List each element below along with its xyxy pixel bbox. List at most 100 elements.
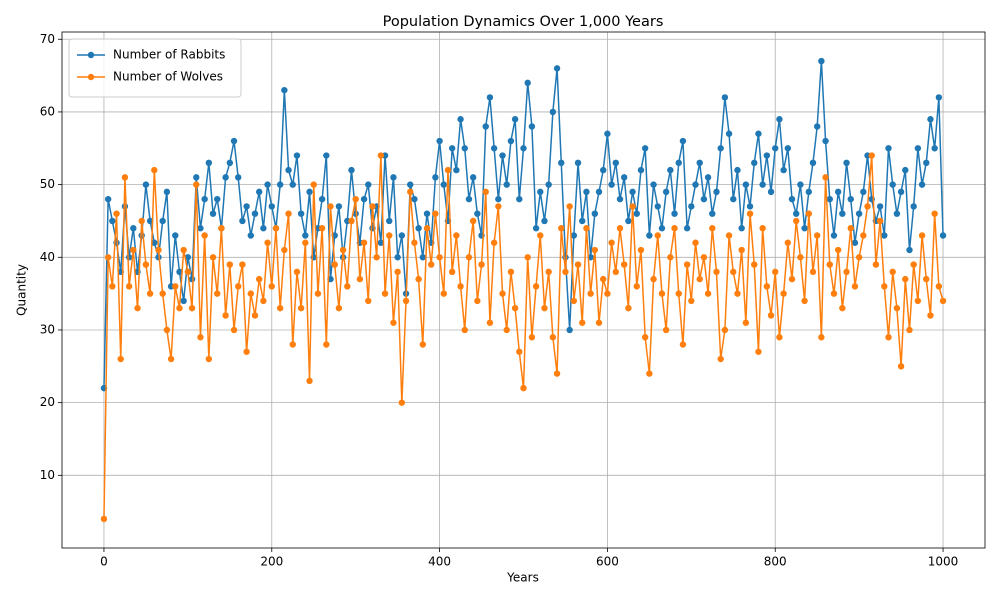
data-point [767, 312, 775, 319]
grid [62, 32, 985, 548]
data-point [767, 188, 775, 196]
data-point [516, 195, 523, 203]
data-point [574, 261, 582, 268]
data-point [398, 232, 406, 239]
data-point [457, 283, 464, 290]
data-point [440, 181, 447, 188]
data-point [310, 181, 317, 188]
data-point [658, 225, 666, 232]
data-point [654, 232, 661, 239]
data-point [176, 304, 183, 312]
data-point [205, 355, 213, 363]
data-point [163, 326, 171, 334]
data-point [813, 123, 821, 130]
data-point [474, 297, 481, 305]
data-point [172, 232, 179, 239]
axes-frame [61, 31, 986, 549]
data-point [763, 283, 771, 290]
data-point [885, 334, 892, 341]
data-point [805, 188, 812, 196]
data-point [130, 225, 137, 232]
data-point [793, 210, 800, 217]
data-point [180, 297, 187, 305]
y-tick-label: 20 [40, 395, 55, 409]
data-point [495, 203, 502, 210]
data-point [927, 312, 934, 319]
data-point [222, 174, 229, 181]
data-point [327, 203, 334, 210]
data-point [272, 225, 280, 232]
data-point [885, 145, 892, 152]
data-point [100, 515, 108, 523]
data-point [524, 254, 531, 261]
data-point [180, 246, 187, 254]
data-point [209, 210, 217, 217]
data-point [935, 94, 943, 101]
data-point [822, 137, 829, 145]
data-point [902, 166, 909, 174]
data-point [734, 290, 741, 297]
data-point [302, 232, 309, 239]
data-point [587, 290, 594, 297]
data-point [620, 174, 628, 181]
legend-marker [87, 51, 95, 59]
data-point [813, 232, 821, 239]
data-point [541, 304, 548, 312]
data-point [650, 275, 657, 283]
data-point [130, 246, 137, 254]
data-point [847, 195, 854, 203]
data-point [239, 261, 246, 268]
data-point [151, 166, 158, 174]
data-point [763, 152, 771, 159]
data-point [671, 210, 678, 217]
data-point [281, 86, 288, 94]
data-point [276, 304, 284, 312]
data-point [520, 384, 527, 392]
data-point [247, 290, 254, 297]
data-point [142, 261, 150, 268]
data-point [214, 290, 221, 297]
data-point [843, 159, 850, 167]
y-tick-label: 50 [40, 177, 55, 191]
data-point [646, 370, 653, 377]
data-point [855, 210, 863, 217]
data-point [902, 275, 909, 283]
data-point [276, 181, 284, 188]
data-point [910, 261, 917, 268]
data-point [499, 152, 506, 159]
data-point [725, 130, 733, 137]
data-point [751, 159, 758, 167]
data-point [528, 123, 536, 130]
data-point [608, 239, 615, 246]
data-point [826, 261, 833, 268]
data-point [335, 304, 343, 312]
data-point [784, 239, 792, 246]
data-point [772, 268, 779, 276]
data-point [906, 326, 913, 334]
data-point [923, 159, 930, 167]
data-point [897, 188, 905, 196]
data-point [872, 261, 880, 268]
data-point [637, 166, 645, 174]
data-point [746, 210, 754, 217]
data-point [138, 217, 145, 225]
data-point [906, 246, 913, 254]
data-point [490, 145, 498, 152]
data-point [532, 283, 540, 290]
data-point [876, 203, 884, 210]
y-tick-label: 30 [40, 322, 55, 336]
data-point [444, 166, 452, 174]
data-point [600, 166, 607, 174]
data-point [235, 174, 242, 181]
data-point [104, 254, 112, 261]
legend-box [68, 38, 242, 98]
data-point [826, 195, 833, 203]
data-point [377, 152, 385, 159]
data-point [604, 130, 611, 137]
data-point [193, 174, 200, 181]
data-point [591, 246, 599, 254]
data-point [386, 217, 393, 225]
data-point [855, 254, 863, 261]
data-point [910, 203, 917, 210]
data-point [297, 304, 305, 312]
